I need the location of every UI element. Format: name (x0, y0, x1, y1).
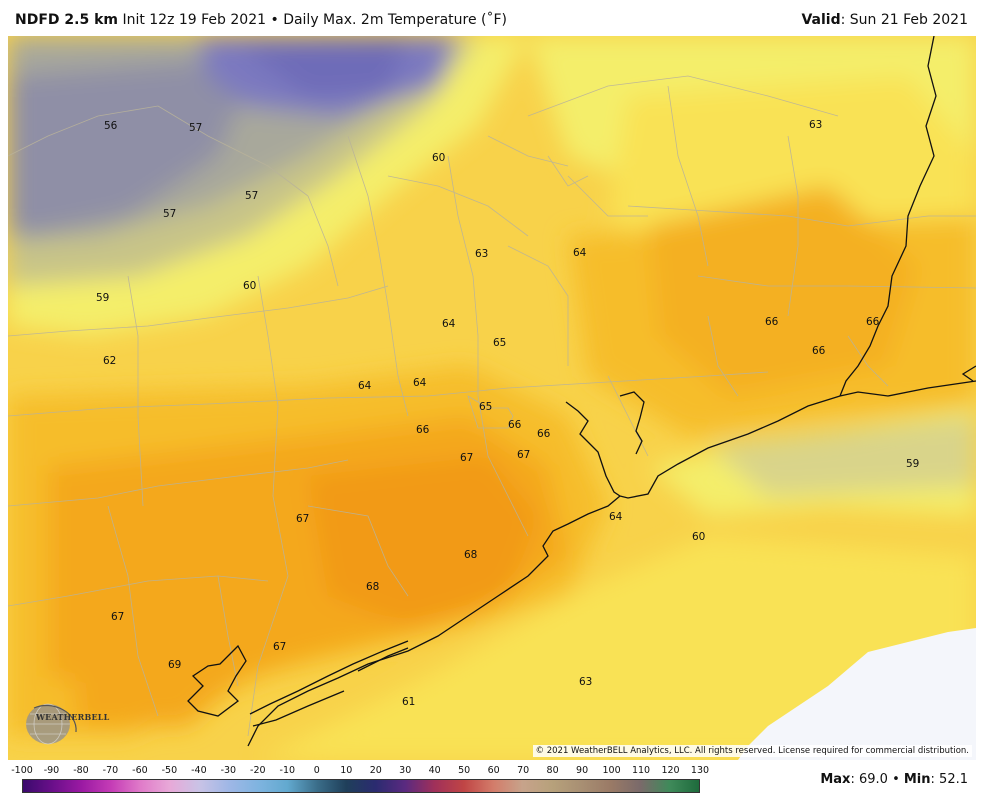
temperature-field (8, 36, 976, 760)
product-name: Daily Max. 2m Temperature (˚F) (283, 12, 508, 28)
valid-label: Valid (801, 12, 841, 28)
temperature-value: 66 (508, 419, 522, 431)
temperature-value: 64 (609, 511, 623, 523)
copyright-notice: © 2021 WeatherBELL Analytics, LLC. All r… (532, 745, 972, 757)
temperature-values: 56 57 57 57 60 59 60 62 63 64 64 65 64 6… (96, 119, 919, 708)
legend-tick-label: 110 (631, 765, 651, 776)
temperature-value: 64 (413, 377, 427, 389)
temperature-value: 66 (812, 345, 826, 357)
legend-tick-label: 60 (487, 765, 500, 776)
legend-tick-label: -70 (102, 765, 119, 776)
temperature-value: 68 (464, 549, 477, 561)
legend-tick-label: -80 (73, 765, 89, 776)
temperature-value: 66 (416, 424, 430, 436)
temperature-value: 67 (460, 452, 473, 464)
min-label: Min (903, 772, 931, 787)
legend-tick-label: -20 (250, 765, 266, 776)
temperature-value: 65 (479, 401, 492, 413)
temperature-value: 67 (296, 513, 309, 525)
legend-tick-label: 0 (313, 765, 320, 776)
temperature-value: 60 (692, 531, 705, 543)
max-min-separator: • (892, 772, 900, 787)
temperature-value: 60 (432, 152, 445, 164)
legend-tick-label: 130 (690, 765, 710, 776)
legend-tick-label: 10 (340, 765, 353, 776)
temperature-value: 67 (111, 611, 124, 623)
color-scale-legend: -100 -90 -80 -70 -60 -50 -40 -30 -20 -10 0 10 20 30 40… (0, 762, 984, 808)
temperature-value: 64 (358, 380, 372, 392)
max-min-readout: Max: 69.0 • Min: 52.1 (820, 772, 968, 787)
temperature-value: 62 (103, 355, 116, 367)
map-canvas: 56 57 57 57 60 59 60 62 63 64 64 65 64 6… (8, 36, 976, 760)
product-title: NDFD 2.5 km Init 12z 19 Feb 2021 • Daily… (15, 12, 507, 28)
temperature-value: 57 (189, 122, 202, 134)
temperature-value: 61 (402, 696, 415, 708)
temperature-value: 67 (517, 449, 530, 461)
legend-tick-label: -30 (220, 765, 237, 776)
legend-tick-label: 90 (576, 765, 589, 776)
temperature-value: 57 (163, 208, 176, 220)
max-value: : 69.0 (850, 772, 888, 787)
temperature-value: 69 (168, 659, 181, 671)
legend-tick-label: -40 (191, 765, 207, 776)
legend-tick-label: 50 (458, 765, 471, 776)
legend-tick-label: 30 (399, 765, 412, 776)
temperature-value: 59 (96, 292, 109, 304)
legend-tick-label: -60 (132, 765, 148, 776)
header: NDFD 2.5 km Init 12z 19 Feb 2021 • Daily… (0, 0, 984, 36)
legend-tick-label: 70 (517, 765, 530, 776)
legend-ticks: -100 -90 -80 -70 -60 -50 -40 -30 -20 -10 0 10 20 30 40… (11, 765, 709, 779)
valid-time: Valid: Sun 21 Feb 2021 (801, 12, 968, 28)
temperature-value: 64 (573, 247, 587, 259)
logo-globe-icon (26, 703, 77, 745)
init-time: Init 12z 19 Feb 2021 (122, 12, 267, 28)
temperature-value: 63 (809, 119, 822, 131)
temperature-value: 59 (906, 458, 919, 470)
legend-tick-label: 100 (602, 765, 621, 776)
temperature-value: 66 (866, 316, 880, 328)
temperature-value: 60 (243, 280, 256, 292)
temperature-value: 65 (493, 337, 506, 349)
temperature-value: 66 (537, 428, 551, 440)
legend-tick-label: -50 (161, 765, 178, 776)
color-bar (22, 779, 700, 793)
temperature-value: 68 (366, 581, 379, 593)
model-name: NDFD 2.5 km (15, 12, 118, 28)
title-separator: • (270, 12, 279, 28)
temperature-value: 67 (273, 641, 286, 653)
temperature-value: 66 (765, 316, 779, 328)
valid-date: : Sun 21 Feb 2021 (840, 12, 968, 28)
weatherbell-logo: WEATHERBELL (22, 702, 109, 746)
legend-tick-label: -100 (11, 765, 33, 776)
county-boundaries (8, 75, 976, 737)
temperature-value: 63 (475, 248, 488, 260)
temperature-map[interactable]: 56 57 57 57 60 59 60 62 63 64 64 65 64 6… (8, 36, 976, 760)
temperature-value: 63 (579, 676, 592, 688)
max-label: Max (820, 772, 851, 787)
temperature-value: 64 (442, 318, 456, 330)
legend-tick-label: 120 (661, 765, 680, 776)
logo-text: WEATHERBELL (36, 712, 110, 722)
legend-tick-label: 80 (546, 765, 559, 776)
temperature-value: 56 (104, 120, 118, 132)
coastline (187, 36, 976, 747)
min-value: : 52.1 (930, 772, 968, 787)
legend-tick-label: 40 (428, 765, 441, 776)
legend-tick-label: -10 (279, 765, 296, 776)
no-data-region (738, 628, 976, 760)
temperature-value: 57 (245, 190, 258, 202)
legend-tick-label: 20 (369, 765, 382, 776)
legend-tick-label: -90 (43, 765, 60, 776)
